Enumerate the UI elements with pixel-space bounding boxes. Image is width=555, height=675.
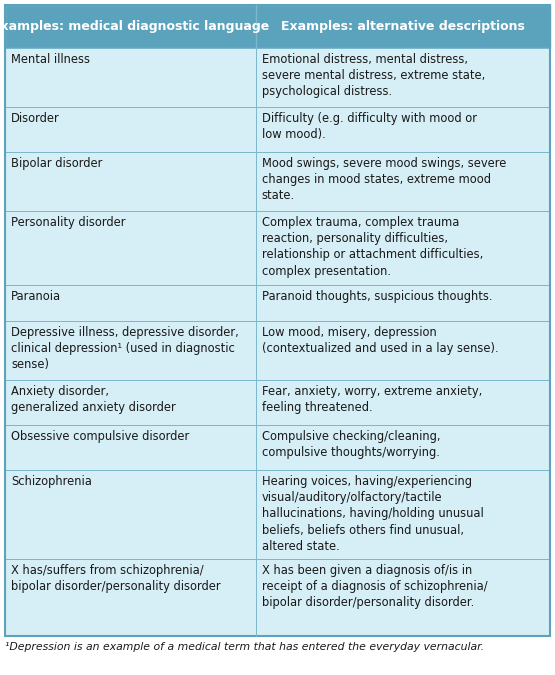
- Text: Fear, anxiety, worry, extreme anxiety,
feeling threatened.: Fear, anxiety, worry, extreme anxiety, f…: [262, 385, 482, 414]
- Bar: [5, 321, 550, 380]
- Text: X has been given a diagnosis of/is in
receipt of a diagnosis of schizophrenia/
b: X has been given a diagnosis of/is in re…: [262, 564, 487, 610]
- Text: Mental illness: Mental illness: [11, 53, 90, 66]
- Bar: [5, 5, 550, 48]
- Text: Personality disorder: Personality disorder: [11, 216, 125, 229]
- Text: X has/suffers from schizophrenia/
bipolar disorder/personality disorder: X has/suffers from schizophrenia/ bipola…: [11, 564, 221, 593]
- Text: Examples: alternative descriptions: Examples: alternative descriptions: [281, 20, 525, 33]
- Text: Disorder: Disorder: [11, 112, 60, 125]
- Text: Complex trauma, complex trauma
reaction, personality difficulties,
relationship : Complex trauma, complex trauma reaction,…: [262, 216, 483, 277]
- Text: Schizophrenia: Schizophrenia: [11, 475, 92, 488]
- Text: Mood swings, severe mood swings, severe
changes in mood states, extreme mood
sta: Mood swings, severe mood swings, severe …: [262, 157, 506, 202]
- Bar: [5, 211, 550, 285]
- Text: Bipolar disorder: Bipolar disorder: [11, 157, 102, 170]
- Text: Anxiety disorder,
generalized anxiety disorder: Anxiety disorder, generalized anxiety di…: [11, 385, 176, 414]
- Text: Emotional distress, mental distress,
severe mental distress, extreme state,
psyc: Emotional distress, mental distress, sev…: [262, 53, 485, 99]
- Text: Difficulty (e.g. difficulty with mood or
low mood).: Difficulty (e.g. difficulty with mood or…: [262, 112, 477, 141]
- Text: Hearing voices, having/experiencing
visual/auditory/olfactory/tactile
hallucinat: Hearing voices, having/experiencing visu…: [262, 475, 483, 553]
- Bar: [5, 152, 550, 211]
- Text: Low mood, misery, depression
(contextualized and used in a lay sense).: Low mood, misery, depression (contextual…: [262, 326, 498, 355]
- Bar: [5, 559, 550, 636]
- Text: ¹Depression is an example of a medical term that has entered the everyday vernac: ¹Depression is an example of a medical t…: [5, 642, 484, 652]
- Text: Obsessive compulsive disorder: Obsessive compulsive disorder: [11, 430, 189, 443]
- Bar: [5, 470, 550, 559]
- Text: Paranoia: Paranoia: [11, 290, 61, 303]
- Bar: [5, 48, 550, 107]
- Text: Paranoid thoughts, suspicious thoughts.: Paranoid thoughts, suspicious thoughts.: [262, 290, 492, 303]
- Bar: [5, 107, 550, 152]
- Text: Examples: medical diagnostic language: Examples: medical diagnostic language: [0, 20, 269, 33]
- Text: Compulsive checking/cleaning,
compulsive thoughts/worrying.: Compulsive checking/cleaning, compulsive…: [262, 430, 440, 459]
- Bar: [5, 285, 550, 321]
- Text: Depressive illness, depressive disorder,
clinical depression¹ (used in diagnosti: Depressive illness, depressive disorder,…: [11, 326, 239, 371]
- Bar: [5, 425, 550, 470]
- Bar: [5, 380, 550, 425]
